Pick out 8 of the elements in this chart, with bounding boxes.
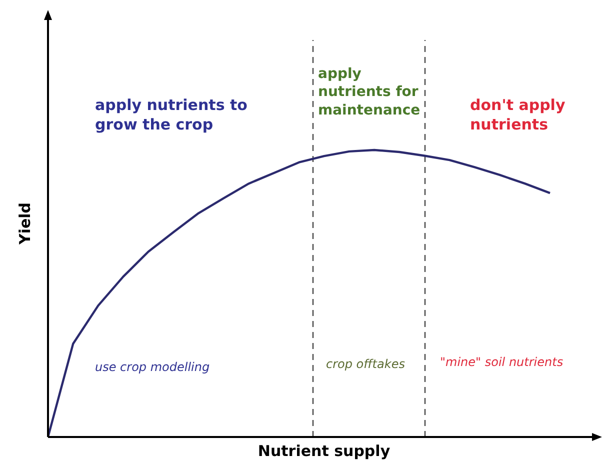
x-axis-title: Nutrient supply — [258, 442, 390, 460]
annotation: use crop modelling — [95, 360, 210, 374]
text: don't apply nutrients — [470, 96, 566, 134]
annotation: "mine" soil nutrients — [440, 355, 564, 369]
text: apply nutrients to grow the crop — [95, 96, 248, 134]
annotation: crop offtakes — [326, 357, 405, 371]
text: apply nutrients for maintenance — [318, 66, 420, 118]
y-axis-title: Yield — [16, 202, 34, 246]
